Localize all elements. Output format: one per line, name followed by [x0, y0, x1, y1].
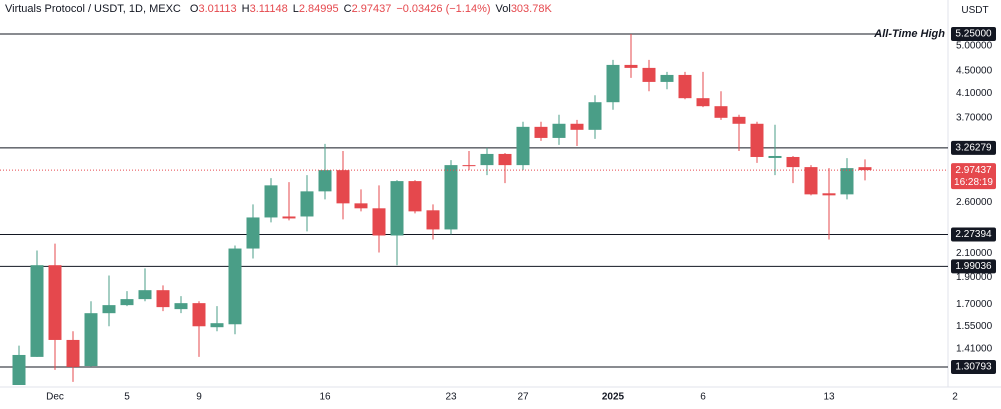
candle-body [228, 248, 242, 325]
y-tick-label: 2.60000 [956, 197, 993, 208]
change-value: −0.03426 (−1.14%) [396, 3, 491, 15]
x-tick-label: 2025 [602, 392, 625, 403]
level-tag [951, 26, 996, 41]
candle-body [840, 168, 854, 195]
level-tag-label: 5.25000 [955, 29, 992, 40]
legend-header: Virtuals Protocol / USDT, 1D, MEXC O3.01… [5, 3, 557, 15]
candle-body [678, 74, 692, 99]
candle-body [300, 191, 314, 217]
candle-body [606, 64, 620, 103]
candle-body [174, 303, 188, 310]
x-tick-label: 6 [700, 392, 706, 403]
candle-body [138, 290, 152, 300]
y-tick-label: 2.10000 [956, 248, 993, 259]
ohlc-label: H [241, 3, 250, 15]
candle-body [30, 265, 44, 357]
candle-body [822, 193, 836, 196]
candle-body [534, 126, 548, 138]
candle-body [642, 67, 656, 82]
annotation: All-Time High [873, 28, 945, 40]
x-tick-label: 5 [124, 392, 130, 403]
x-tick-label: 2 [952, 392, 958, 403]
last-price-label: 2.97437 [955, 165, 992, 176]
candle-body [696, 98, 710, 107]
candle-body [588, 102, 602, 130]
ohlc-value: 2.84995 [298, 3, 339, 15]
y-tick-label: 4.50000 [956, 66, 993, 77]
candle-body [12, 354, 26, 385]
candle-body [390, 181, 404, 236]
x-tick-label: 23 [445, 392, 457, 403]
candle-body [210, 323, 224, 328]
candle-body [84, 313, 98, 367]
volume-label: Vol [495, 3, 511, 15]
candle-body [120, 299, 134, 306]
candle-body [714, 106, 728, 118]
ohlc-label: C [343, 3, 352, 15]
candle-body [570, 123, 584, 130]
last-price-tag [951, 163, 996, 190]
level-tag [951, 259, 996, 274]
y-tick-label: 1.55000 [956, 321, 993, 332]
candle-body [48, 265, 62, 340]
level-tag [951, 227, 996, 242]
candle-body [750, 123, 764, 157]
candle-body [858, 167, 872, 171]
candle-body [498, 153, 512, 166]
candle-body [102, 305, 116, 314]
candle-body [318, 170, 332, 192]
candle-body [282, 216, 296, 219]
x-tick-label: 13 [823, 392, 835, 403]
candle-body [66, 339, 80, 367]
candle-body [444, 165, 458, 230]
y-tick-label: 5.00000 [956, 40, 993, 51]
candle-body [732, 116, 746, 124]
candle-body [246, 217, 260, 249]
level-tag [951, 140, 996, 155]
ohlc-label: L [292, 3, 299, 15]
candle-body [462, 165, 476, 167]
candle-body [156, 290, 170, 308]
x-tick-label: 27 [517, 392, 529, 403]
candle-body [408, 181, 422, 212]
y-tick-label: 1.70000 [956, 299, 993, 310]
y-tick-label: 1.90000 [956, 272, 993, 283]
candle-body [804, 167, 818, 195]
level-tag-label: 1.30793 [955, 362, 992, 373]
y-tick-label: 3.70000 [956, 112, 993, 123]
symbol-title: Virtuals Protocol / USDT, 1D, MEXC [5, 3, 181, 15]
candle-body [354, 203, 368, 209]
ohlc-value: 3.01113 [198, 3, 237, 15]
candle-body [552, 123, 566, 138]
level-tag [951, 359, 996, 374]
candle-body [768, 155, 782, 158]
level-tag-label: 1.99036 [955, 261, 992, 272]
level-tag-label: 2.27394 [955, 229, 992, 240]
y-tick-label: 1.41000 [956, 344, 993, 355]
x-tick-label: 16 [319, 392, 331, 403]
candle-body [264, 185, 278, 218]
candle-body [480, 153, 494, 166]
volume-value: 303.78K [510, 3, 552, 15]
x-tick-label: 9 [196, 392, 202, 403]
candle-body [786, 156, 800, 168]
candle-body [192, 303, 206, 327]
ohlc-label: O [189, 3, 199, 15]
countdown: 16:28:19 [954, 177, 993, 188]
candle-body [624, 64, 638, 68]
ohlc-value: 3.11148 [249, 3, 288, 15]
level-tag-label: 3.26279 [955, 143, 992, 154]
candle-body [336, 170, 350, 204]
candle-body [426, 210, 440, 230]
ohlc-value: 2.97437 [351, 3, 392, 15]
candle-body [516, 126, 530, 166]
candle-body [660, 74, 674, 82]
y-tick-label: 4.10000 [956, 88, 993, 99]
candle-body [372, 208, 386, 236]
x-tick-label: Dec [46, 392, 64, 403]
unit-button[interactable]: USDT [961, 5, 989, 16]
